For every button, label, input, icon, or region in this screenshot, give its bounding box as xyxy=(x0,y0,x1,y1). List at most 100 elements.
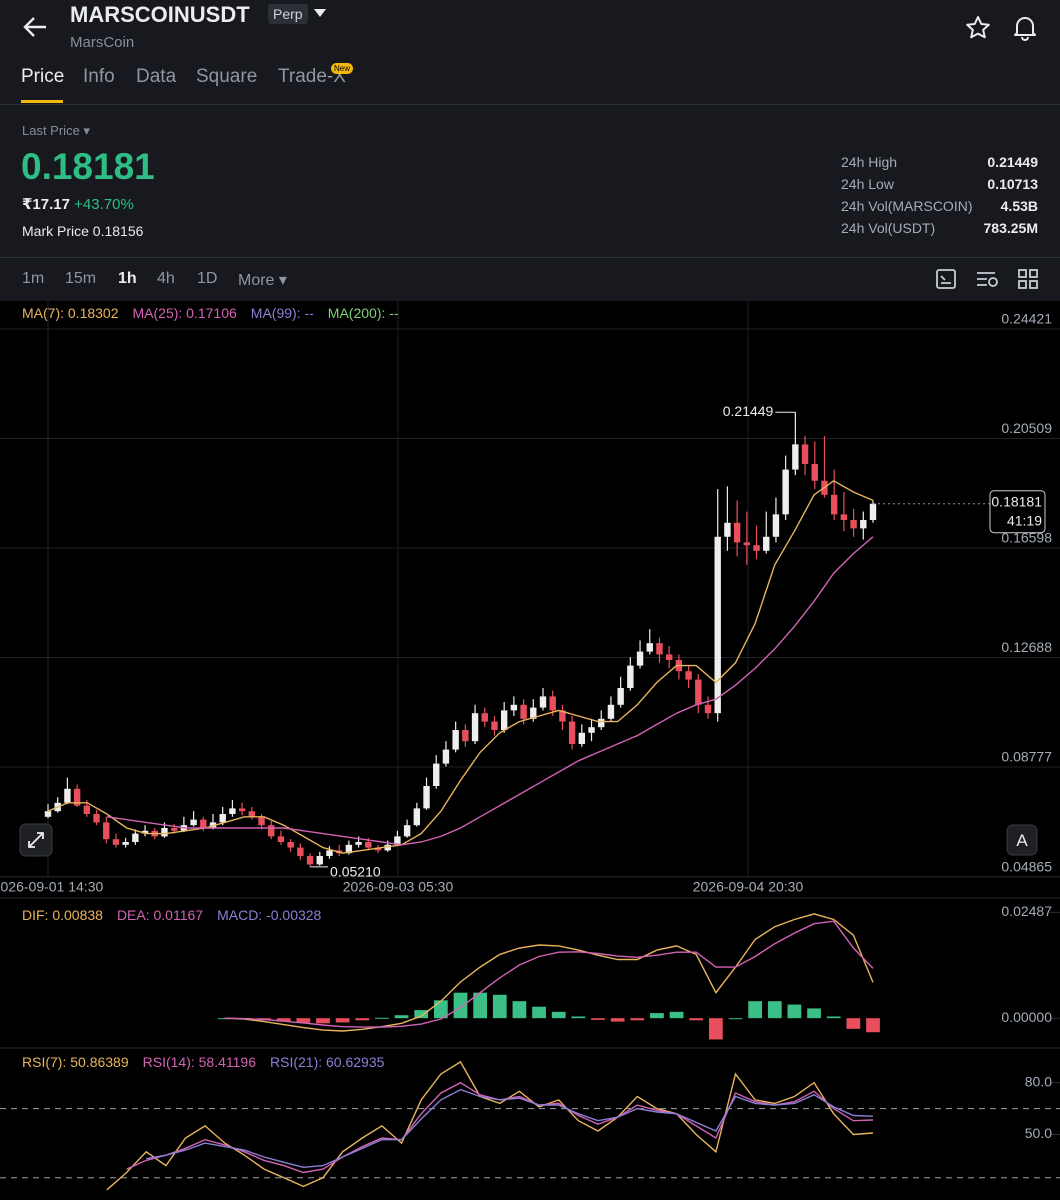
candle-body xyxy=(326,850,333,856)
candle-body xyxy=(83,805,91,814)
low-label: 0.05210 xyxy=(330,864,381,880)
interval[interactable]: 15m xyxy=(65,270,97,287)
candle-body xyxy=(656,643,663,655)
value: 0.18156 xyxy=(92,223,144,239)
y-tick-label: 0.24421 xyxy=(1001,311,1052,327)
stat-value: 0.21449 xyxy=(987,154,1038,170)
x-tick-label: 2026-09-01 14:30 xyxy=(0,879,103,895)
macd-bar xyxy=(335,1018,350,1023)
tab[interactable]: Price xyxy=(21,66,65,87)
candle-body xyxy=(685,671,692,680)
candle-body xyxy=(520,704,527,719)
interval[interactable]: 1m xyxy=(22,270,45,287)
interval[interactable]: 1D xyxy=(197,270,218,287)
divider xyxy=(0,257,1060,258)
macd-bar xyxy=(355,1018,370,1021)
macd-bar xyxy=(650,1013,664,1019)
interval[interactable]: 4h xyxy=(157,270,175,287)
interval-more[interactable]: More ▾ xyxy=(238,272,287,289)
candle-body xyxy=(840,514,848,520)
label: Last Price xyxy=(22,123,80,138)
candle-body xyxy=(103,822,110,840)
macd-legend: DIF: 0.00838 DEA: 0.01167 MACD: -0.00328 xyxy=(22,907,322,923)
tab[interactable]: Data xyxy=(136,66,177,87)
auto-scale-button[interactable]: A xyxy=(1006,824,1038,856)
candle-body xyxy=(801,444,809,464)
y-tick-label: 0.02487 xyxy=(1001,903,1052,919)
stat-value: 783.25M xyxy=(983,220,1038,236)
candle-body xyxy=(743,542,751,546)
back-button[interactable] xyxy=(22,15,48,39)
tab[interactable]: Info xyxy=(83,66,115,87)
last-price: 0.18181 xyxy=(21,146,155,187)
tab[interactable]: Square xyxy=(196,66,258,87)
local-price: ₹17.17 xyxy=(22,196,70,213)
candle-body xyxy=(500,710,508,730)
candle-body xyxy=(462,729,469,742)
chart: A 2026-09-01 14:30 2026-09-03 05:30 2026-0… xyxy=(0,301,1060,1200)
candle-body xyxy=(258,816,265,826)
candle-body xyxy=(772,514,780,537)
candle-body xyxy=(763,536,770,551)
macd-bar xyxy=(375,1017,389,1019)
candle-body xyxy=(44,811,52,817)
layout-button[interactable] xyxy=(1017,268,1039,290)
y-tick-label: 0.00000 xyxy=(1001,1009,1052,1025)
symbol-dropdown[interactable] xyxy=(313,8,327,18)
y-tick-label: 0.20509 xyxy=(1001,420,1052,436)
macd-bar xyxy=(551,1011,566,1019)
candle-body xyxy=(704,704,712,714)
price-tag xyxy=(989,490,1046,534)
candle-body xyxy=(384,844,391,851)
mark-price: Mark Price 0.18156 xyxy=(22,223,143,239)
settings-button[interactable] xyxy=(975,268,999,290)
contract-badge: Perp xyxy=(268,4,308,24)
candle-body xyxy=(811,463,818,481)
macd-bar xyxy=(846,1018,861,1029)
macd-bar xyxy=(532,1006,546,1019)
candle-body xyxy=(132,833,139,842)
rsi-line xyxy=(146,1088,874,1169)
macd-bar xyxy=(630,1018,645,1021)
candle-body xyxy=(830,494,838,515)
candle-body xyxy=(442,749,450,764)
candle-body xyxy=(64,788,71,803)
candle-body xyxy=(549,696,556,711)
candle-body xyxy=(200,819,207,828)
auto-icon: A xyxy=(1016,831,1028,850)
price-tag-countdown: 41:19 xyxy=(1007,512,1042,528)
macd-bar xyxy=(787,1004,802,1019)
macd-bar xyxy=(492,994,507,1019)
legend-entry: DEA: 0.01167 xyxy=(117,907,203,923)
high-label: 0.21449 xyxy=(723,403,774,419)
legend-entry: MA(7): 0.18302 xyxy=(22,305,119,321)
candle-body xyxy=(559,710,566,722)
macd-bar xyxy=(591,1018,605,1020)
price-tag-value: 0.18181 xyxy=(991,493,1042,509)
change-percent: +43.70% xyxy=(74,196,134,213)
y-tick-label: 0.12688 xyxy=(1001,639,1052,655)
candle-body xyxy=(714,536,721,714)
macd-bar xyxy=(433,1000,448,1019)
expand-button[interactable] xyxy=(19,823,53,857)
symbol: MARSCOINUSDT xyxy=(70,2,250,27)
macd-bar xyxy=(669,1011,684,1019)
candle-body xyxy=(403,825,411,837)
macd-bar xyxy=(414,1010,429,1019)
candle-body xyxy=(646,643,653,652)
chart-background xyxy=(0,301,1060,1200)
candle-body xyxy=(617,687,624,705)
tab[interactable]: Trade-X xyxy=(278,66,346,87)
interval-active[interactable]: 1h xyxy=(118,270,137,287)
alert-button[interactable] xyxy=(1012,14,1038,42)
candle-body xyxy=(850,519,857,529)
indicator-button[interactable] xyxy=(935,268,957,290)
candle-body xyxy=(345,844,353,854)
new-badge: New xyxy=(331,63,354,74)
candle-body xyxy=(481,713,488,722)
legend-entry: RSI(7): 50.86389 xyxy=(22,1054,129,1070)
candle-body xyxy=(607,704,615,719)
rsi-legend: RSI(7): 50.86389 RSI(14): 58.41196 RSI(21)… xyxy=(22,1054,385,1070)
favorite-button[interactable] xyxy=(965,15,991,41)
